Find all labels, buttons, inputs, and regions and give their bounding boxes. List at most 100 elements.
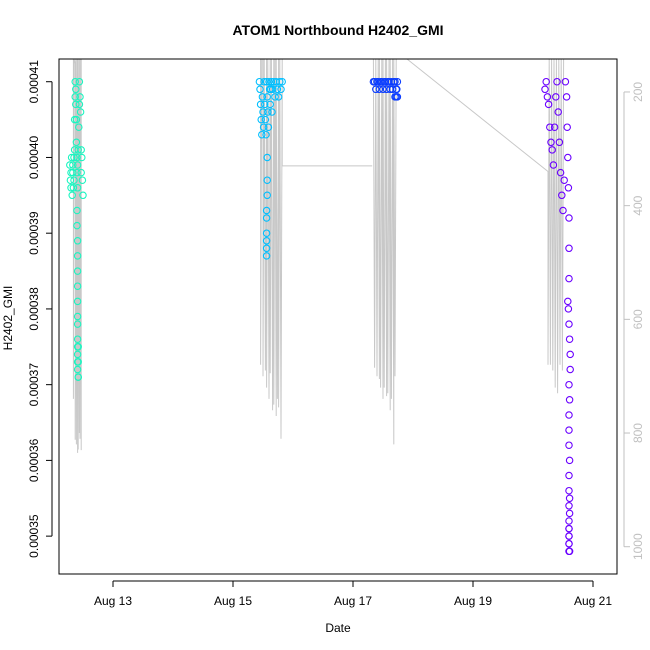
data-point — [256, 85, 264, 94]
y-tick-label: 0.00039 — [27, 211, 41, 255]
data-point — [261, 115, 270, 124]
data-point — [72, 115, 81, 124]
data-point — [565, 441, 573, 449]
data-point — [391, 77, 399, 86]
data-point — [553, 77, 561, 86]
data-point — [70, 153, 78, 162]
data-point — [549, 161, 558, 169]
data-point — [66, 176, 75, 184]
x-tick-label: Aug 21 — [574, 594, 612, 608]
data-point — [548, 146, 556, 154]
data-point — [69, 161, 77, 169]
data-point — [263, 191, 271, 200]
secondary-y-tick-label: 200 — [631, 82, 645, 102]
y-axis-label: H2402_GMI — [1, 286, 15, 351]
data-point — [393, 93, 402, 101]
data-point — [262, 214, 271, 222]
data-point — [564, 184, 573, 192]
data-point — [265, 77, 273, 86]
data-point — [263, 93, 271, 101]
data-point — [565, 274, 573, 283]
data-point — [565, 456, 574, 465]
data-point — [69, 168, 77, 177]
data-point — [543, 93, 552, 101]
data-point — [76, 108, 85, 116]
data-point — [75, 123, 83, 131]
data-point — [273, 85, 282, 94]
data-point — [66, 161, 74, 169]
data-point — [565, 214, 573, 222]
data-point — [266, 100, 274, 109]
data-point — [263, 153, 271, 162]
data-point — [544, 100, 553, 109]
secondary-y-tick-label: 400 — [631, 195, 645, 215]
data-point — [259, 108, 267, 116]
series-3 — [369, 77, 402, 101]
x-tick-label: Aug 13 — [94, 594, 132, 608]
data-point — [73, 237, 82, 245]
data-point — [274, 93, 283, 101]
data-point — [73, 221, 81, 230]
points-layer — [66, 77, 574, 556]
data-point — [393, 85, 401, 94]
data-point — [74, 358, 82, 366]
data-point — [262, 130, 270, 139]
data-point — [258, 93, 267, 101]
data-point — [73, 184, 82, 192]
data-point — [68, 191, 76, 200]
y-tick-label: 0.00036 — [27, 438, 41, 482]
secondary-y-tick-label: 800 — [631, 423, 645, 443]
data-point — [267, 77, 276, 86]
secondary-series-line-4 — [406, 58, 565, 394]
data-point — [372, 85, 380, 94]
chart-title: ATOM1 Northbound H2402_GMI — [232, 22, 443, 38]
data-point — [73, 350, 82, 359]
data-point — [260, 77, 268, 86]
data-point — [73, 335, 82, 343]
data-point — [554, 108, 562, 116]
data-point — [565, 244, 573, 253]
x-tick-label: Aug 15 — [214, 594, 252, 608]
data-point — [561, 77, 570, 86]
data-point — [565, 502, 573, 510]
data-point — [73, 320, 82, 328]
data-point — [555, 138, 564, 147]
data-point — [541, 85, 549, 94]
data-point — [547, 138, 555, 147]
data-point — [262, 244, 271, 253]
data-point — [558, 191, 566, 200]
data-point — [566, 365, 574, 374]
data-point — [73, 312, 82, 321]
data-point — [565, 517, 573, 525]
x-tick-label: Aug 17 — [334, 594, 372, 608]
data-point — [560, 176, 568, 184]
data-point — [565, 486, 573, 495]
secondary-series-line-3 — [372, 58, 398, 445]
y-tick-label: 0.00038 — [27, 287, 41, 331]
data-point — [262, 206, 271, 215]
data-point — [565, 524, 573, 533]
y-tick-label: 0.00035 — [27, 514, 41, 558]
data-point — [565, 335, 574, 343]
data-point — [565, 547, 573, 556]
data-point — [73, 168, 81, 177]
data-point — [565, 380, 573, 389]
data-point — [257, 115, 265, 124]
data-point — [73, 206, 81, 215]
series-2 — [255, 77, 286, 260]
data-point — [73, 365, 82, 374]
data-point — [67, 153, 76, 162]
data-point — [564, 153, 572, 162]
x-tick-label: Aug 19 — [454, 594, 492, 608]
data-point — [74, 373, 82, 381]
data-point — [78, 176, 87, 184]
data-point — [262, 252, 271, 260]
data-point — [73, 297, 82, 306]
data-point — [256, 100, 265, 109]
data-point — [73, 252, 82, 260]
data-point — [564, 297, 572, 306]
data-point — [276, 77, 284, 86]
data-point — [261, 100, 269, 109]
data-point — [70, 176, 78, 184]
